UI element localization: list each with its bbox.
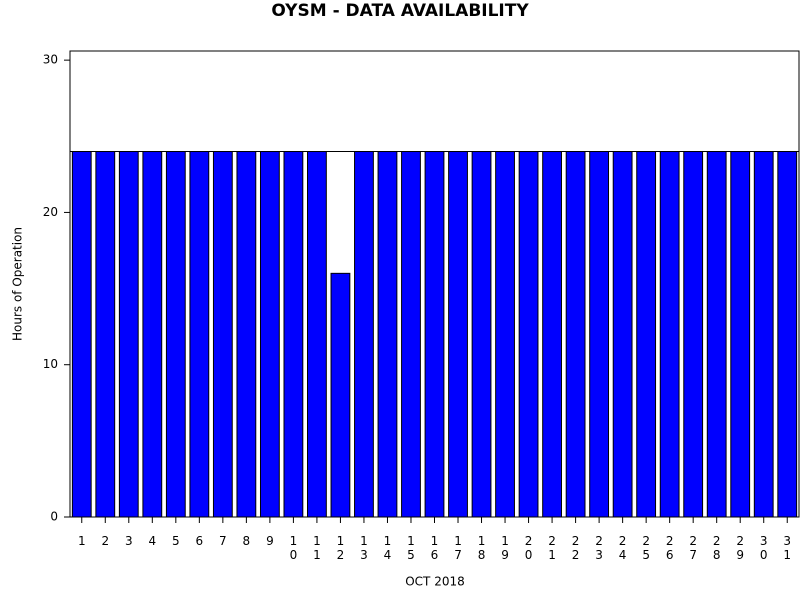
- x-tick-label: 1: [78, 534, 86, 548]
- bar: [307, 151, 327, 518]
- x-tick-label: 6: [196, 534, 204, 548]
- bar: [236, 151, 257, 518]
- bar: [377, 151, 398, 518]
- bar: [518, 151, 539, 518]
- bar: [424, 151, 445, 518]
- x-tick-label: 4: [148, 534, 156, 548]
- x-tick-label: 2: [101, 534, 109, 548]
- bar: [283, 151, 304, 518]
- bar: [777, 151, 798, 518]
- bar: [189, 151, 210, 518]
- bar: [471, 151, 492, 518]
- bar: [753, 151, 774, 518]
- bar: [354, 151, 374, 518]
- bar: [565, 151, 586, 518]
- bar: [330, 272, 351, 518]
- y-axis-title: Hours of Operation: [11, 227, 25, 341]
- bar: [495, 151, 515, 518]
- bar: [142, 151, 163, 518]
- bar: [542, 151, 562, 518]
- x-tick-label: 9: [266, 534, 274, 548]
- bar: [659, 151, 680, 518]
- y-tick-label: 20: [43, 205, 58, 219]
- bar: [95, 151, 116, 518]
- bar: [636, 151, 657, 518]
- x-tick-label: 8: [243, 534, 251, 548]
- chart-title: OYSM - DATA AVAILABILITY: [271, 1, 529, 21]
- bar: [401, 151, 421, 518]
- bar: [118, 151, 139, 518]
- bar: [259, 151, 280, 518]
- y-tick-label: 30: [43, 53, 58, 67]
- x-tick-label: 3: [125, 534, 133, 548]
- bar: [730, 151, 751, 518]
- bar: [612, 151, 633, 518]
- y-tick-label: 0: [50, 510, 58, 524]
- bar: [212, 151, 233, 518]
- bar: [165, 151, 186, 518]
- bar: [706, 151, 727, 518]
- bar: [683, 151, 704, 518]
- x-tick-label: 7: [219, 534, 227, 548]
- bar: [448, 151, 468, 518]
- bar: [589, 151, 610, 518]
- x-tick-label: 5: [172, 534, 180, 548]
- x-axis-title: OCT 2018: [405, 575, 465, 589]
- bar: [71, 151, 92, 518]
- y-tick-label: 10: [43, 357, 58, 371]
